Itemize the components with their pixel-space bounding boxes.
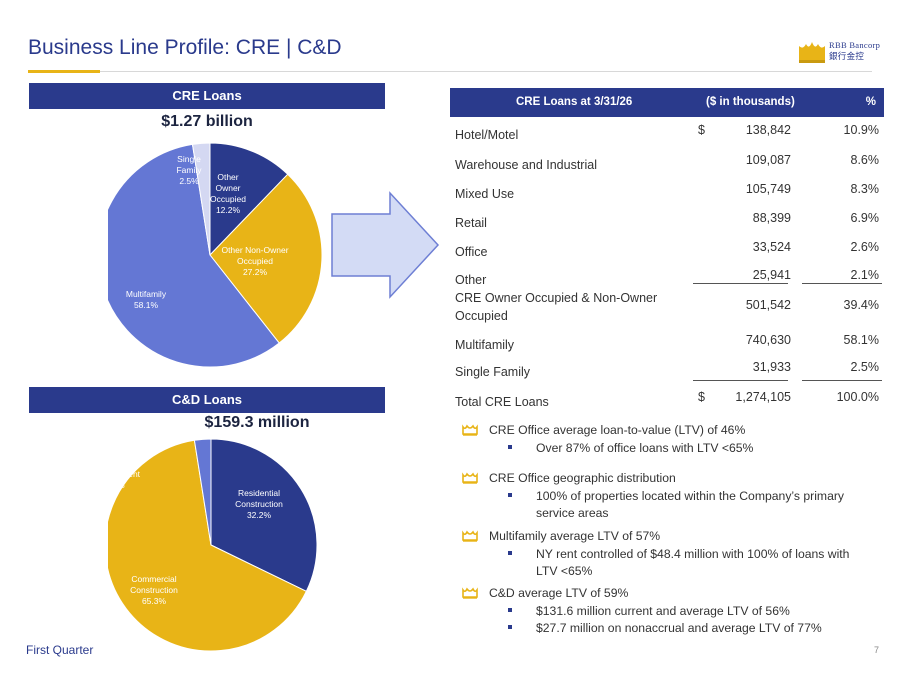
- row-amount: 501,542: [745, 298, 791, 312]
- pie-label-land-development: LandDevelopment2.5%: [108, 458, 141, 490]
- page-number: 7: [874, 645, 880, 655]
- footer-text: First Quarter: [26, 643, 94, 657]
- table-row: Single Family 31,933 2.5%: [450, 360, 884, 383]
- pie-label-other-owner-occupied: Other Owner Occupied 12.2%: [210, 172, 246, 215]
- row-amount: 25,941: [752, 268, 791, 282]
- row-amount: 105,749: [745, 182, 791, 196]
- pie-label-other-non-owner-occupied: Other Non-Owner Occupied 27.2%: [221, 245, 288, 277]
- cd-loans-banner: C&D Loans: [29, 387, 385, 413]
- row-amount: 109,087: [745, 153, 791, 167]
- table-row: Hotel/Motel $138,842 10.9%: [450, 123, 884, 146]
- pie-slice-single-family: [191, 142, 211, 256]
- row-amount: 33,524: [752, 240, 791, 254]
- row-amount: 88,399: [752, 211, 791, 225]
- row-pct: 2.1%: [850, 268, 880, 282]
- cd-total: $159.3 million: [204, 414, 310, 431]
- row-pct: 2.5%: [850, 360, 880, 374]
- bullet-text: Multifamily average LTV of 57%: [489, 529, 661, 543]
- row-label: Total CRE Loans: [455, 395, 549, 409]
- sub-bullet-text: 100% of properties located within the Co…: [536, 489, 845, 520]
- table-header: CRE Loans at 3/31/26 ($ in thousands) %: [450, 88, 884, 117]
- crown-bullet-icon: [462, 424, 478, 436]
- pie-label-multifamily: Multifamily 58.1%: [126, 289, 167, 310]
- bullet-text: C&D average LTV of 59%: [489, 586, 629, 600]
- square-bullet-icon: [508, 625, 512, 629]
- cre-total: $1.27 billion: [161, 113, 253, 130]
- pie-label-residential-construction: Residential Construction 32.2%: [235, 488, 283, 520]
- table-row: Warehouse and Industrial 109,087 8.6%: [450, 153, 884, 176]
- sub-bullet-text: NY rent controlled of $48.4 million with…: [536, 547, 850, 578]
- row-pct: 58.1%: [843, 333, 879, 347]
- cre-loans-banner: CRE Loans: [29, 83, 385, 109]
- table-row: Retail 88,399 6.9%: [450, 211, 884, 234]
- square-bullet-icon: [508, 608, 512, 612]
- row-amount: 740,630: [745, 333, 791, 347]
- row-label: Multifamily: [455, 338, 515, 352]
- row-currency: $: [698, 390, 705, 404]
- arrow-right-icon: [331, 191, 440, 299]
- title-divider: [28, 71, 872, 72]
- subtotal-rule-pct: [802, 283, 882, 284]
- row-currency: $: [698, 123, 705, 137]
- row-label: Office: [455, 245, 488, 259]
- cre-loans-table: CRE Loans at 3/31/26 ($ in thousands) % …: [450, 88, 884, 409]
- crown-bullet-icon: [462, 472, 478, 484]
- row-pct: 8.6%: [850, 153, 880, 167]
- pie-slice-land-development: [193, 438, 212, 546]
- row-label: Retail: [455, 216, 487, 230]
- cd-pie-chart: Residential Construction 32.2% Commercial Co…: [108, 438, 318, 652]
- row-pct: 2.6%: [850, 240, 880, 254]
- crown-bullet-icon: [462, 530, 478, 542]
- logo-wordmark: RBB Bancorp 銀行金控: [829, 40, 880, 62]
- row-label: Mixed Use: [455, 187, 515, 201]
- bullet-text: CRE Office geographic distribution: [489, 471, 676, 485]
- sub-bullet-text: $27.7 million on nonaccrual and average …: [536, 621, 822, 635]
- header-col-amount: ($ in thousands): [706, 96, 795, 108]
- row-label: Other: [455, 273, 487, 287]
- row-pct: 39.4%: [843, 298, 879, 312]
- table-row: Office 33,524 2.6%: [450, 240, 884, 263]
- subtotal-rule-amount: [693, 283, 788, 284]
- row-pct: 8.3%: [850, 182, 880, 196]
- total-rule-amount: [693, 380, 788, 381]
- table-row: Mixed Use 105,749 8.3%: [450, 182, 884, 205]
- cre-pie-chart: Other Owner Occupied 12.2% Other Non-Owner Oc…: [108, 142, 323, 368]
- table-row: Other 25,941 2.1%: [450, 268, 884, 291]
- square-bullet-icon: [508, 551, 512, 555]
- total-rule-pct: [802, 380, 882, 381]
- pie-slice-multifamily: [108, 143, 280, 368]
- square-bullet-icon: [508, 445, 512, 449]
- header-col-category: CRE Loans at 3/31/26: [516, 96, 633, 108]
- table-row: Multifamily 740,630 58.1%: [450, 333, 884, 356]
- row-label: Warehouse and Industrial: [455, 158, 597, 172]
- header-col-pct: %: [865, 96, 876, 108]
- row-label: Hotel/Motel: [455, 128, 519, 142]
- pie-label-commercial-construction: Commercial Construction 65.3%: [130, 574, 178, 606]
- logo-name: RBB Bancorp: [829, 40, 881, 50]
- pie-slice-commercial-construction: [108, 439, 308, 652]
- pie-slice-other-owner-occupied: [209, 142, 289, 257]
- row-amount: 31,933: [752, 360, 791, 374]
- row-pct: 10.9%: [843, 123, 879, 137]
- page-title: Business Line Profile: CRE | C&D: [28, 36, 342, 59]
- pie-slice-other-non-owner-occupied: [209, 173, 323, 344]
- row-label: CRE Owner Occupied & Non-Owner Occupied: [455, 291, 658, 323]
- pie-label-single-family: Single Family 2.5%: [176, 154, 202, 186]
- row-amount: 1,274,105: [735, 390, 791, 404]
- logo-chinese: 銀行金控: [829, 51, 865, 61]
- sub-bullet-text: Over 87% of office loans with LTV <65%: [536, 441, 754, 455]
- pie-slice-residential-construction: [210, 438, 318, 593]
- crown-logo-icon: [799, 42, 825, 63]
- row-label: Single Family: [455, 365, 531, 379]
- table-row: Total CRE Loans $1,274,105 100.0%: [450, 390, 884, 413]
- crown-bullet-icon: [462, 587, 478, 599]
- title-accent-bar: [28, 70, 100, 73]
- table-row: CRE Owner Occupied & Non-Owner Occupied 50…: [450, 289, 884, 325]
- row-amount: 138,842: [745, 123, 791, 137]
- row-pct: 100.0%: [836, 390, 879, 404]
- square-bullet-icon: [508, 493, 512, 497]
- sub-bullet-text: $131.6 million current and average LTV o…: [536, 604, 790, 618]
- bullet-text: CRE Office average loan-to-value (LTV) o…: [489, 423, 746, 437]
- row-pct: 6.9%: [850, 211, 880, 225]
